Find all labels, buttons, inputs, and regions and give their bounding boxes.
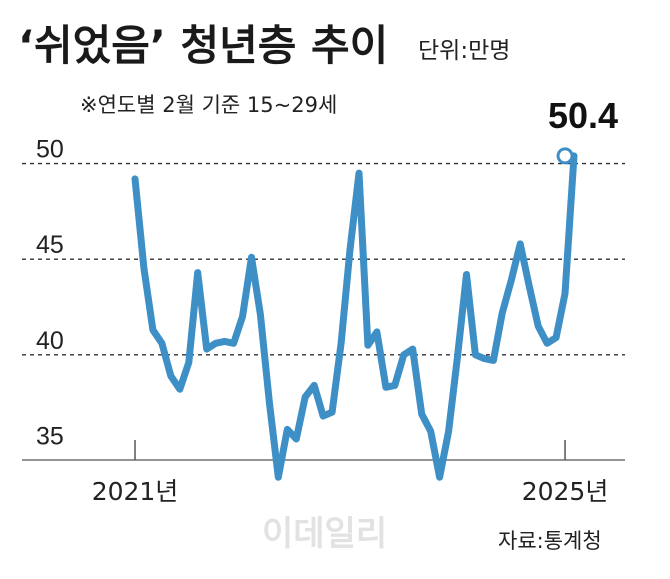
data-point [348, 248, 352, 252]
data-point [456, 355, 460, 359]
data-point [563, 292, 567, 296]
data-point [205, 347, 209, 351]
data-point [294, 437, 298, 441]
data-point [411, 347, 415, 351]
data-point [241, 315, 245, 319]
data-point [384, 385, 388, 389]
x-tick-label: 2025년 [522, 477, 609, 506]
data-point [447, 429, 451, 433]
data-point [142, 267, 146, 271]
chart-title: ‘쉬었음’ 청년층 추이 [18, 21, 388, 70]
data-point [196, 271, 200, 275]
data-point [133, 177, 137, 181]
data-point [249, 255, 253, 259]
data-point [366, 343, 370, 347]
data-point [473, 353, 477, 357]
data-point [151, 328, 155, 332]
data-point [536, 324, 540, 328]
highlight-marker [556, 147, 574, 165]
data-point [232, 341, 236, 345]
x-axis-ticks: 2021년 2025년 [92, 440, 609, 506]
data-point [402, 353, 406, 357]
data-point [357, 171, 361, 175]
data-point [420, 412, 424, 416]
data-point [312, 383, 316, 387]
data-point [554, 336, 558, 340]
data-point [330, 410, 334, 414]
unit-label: 단위:만명 [418, 38, 510, 64]
data-point [509, 278, 513, 282]
data-point [375, 330, 379, 334]
data-point [303, 395, 307, 399]
y-tick-label: 40 [36, 327, 64, 355]
x-tick-label: 2021년 [92, 477, 179, 506]
series-line [131, 152, 578, 481]
data-point [160, 341, 164, 345]
data-point [267, 401, 271, 405]
chart-note: ※연도별 2월 기준 15~29세 [80, 93, 337, 117]
data-point [258, 313, 262, 317]
y-tick-label: 35 [36, 422, 64, 450]
y-axis-ticks: 35 40 45 50 [36, 136, 64, 451]
data-point [178, 387, 182, 391]
data-point [464, 272, 468, 276]
data-point [491, 359, 495, 363]
y-tick-label: 50 [36, 136, 64, 164]
data-point [545, 341, 549, 345]
data-point [518, 242, 522, 246]
data-point [339, 341, 343, 345]
data-point [429, 429, 433, 433]
data-point [527, 284, 531, 288]
data-point [482, 357, 486, 361]
data-point [276, 475, 280, 479]
data-point [500, 311, 504, 315]
gridlines [22, 162, 625, 356]
data-point [285, 427, 289, 431]
data-point [169, 374, 173, 378]
watermark: 이데일리 [262, 514, 387, 554]
data-point [438, 475, 442, 479]
highlight-label: 50.4 [548, 95, 618, 136]
data-point [187, 360, 191, 364]
data-point [223, 339, 227, 343]
source-label: 자료:통계청 [498, 529, 602, 553]
data-point [393, 383, 397, 387]
y-tick-label: 45 [36, 231, 64, 259]
data-point [321, 414, 325, 418]
data-point [214, 341, 218, 345]
